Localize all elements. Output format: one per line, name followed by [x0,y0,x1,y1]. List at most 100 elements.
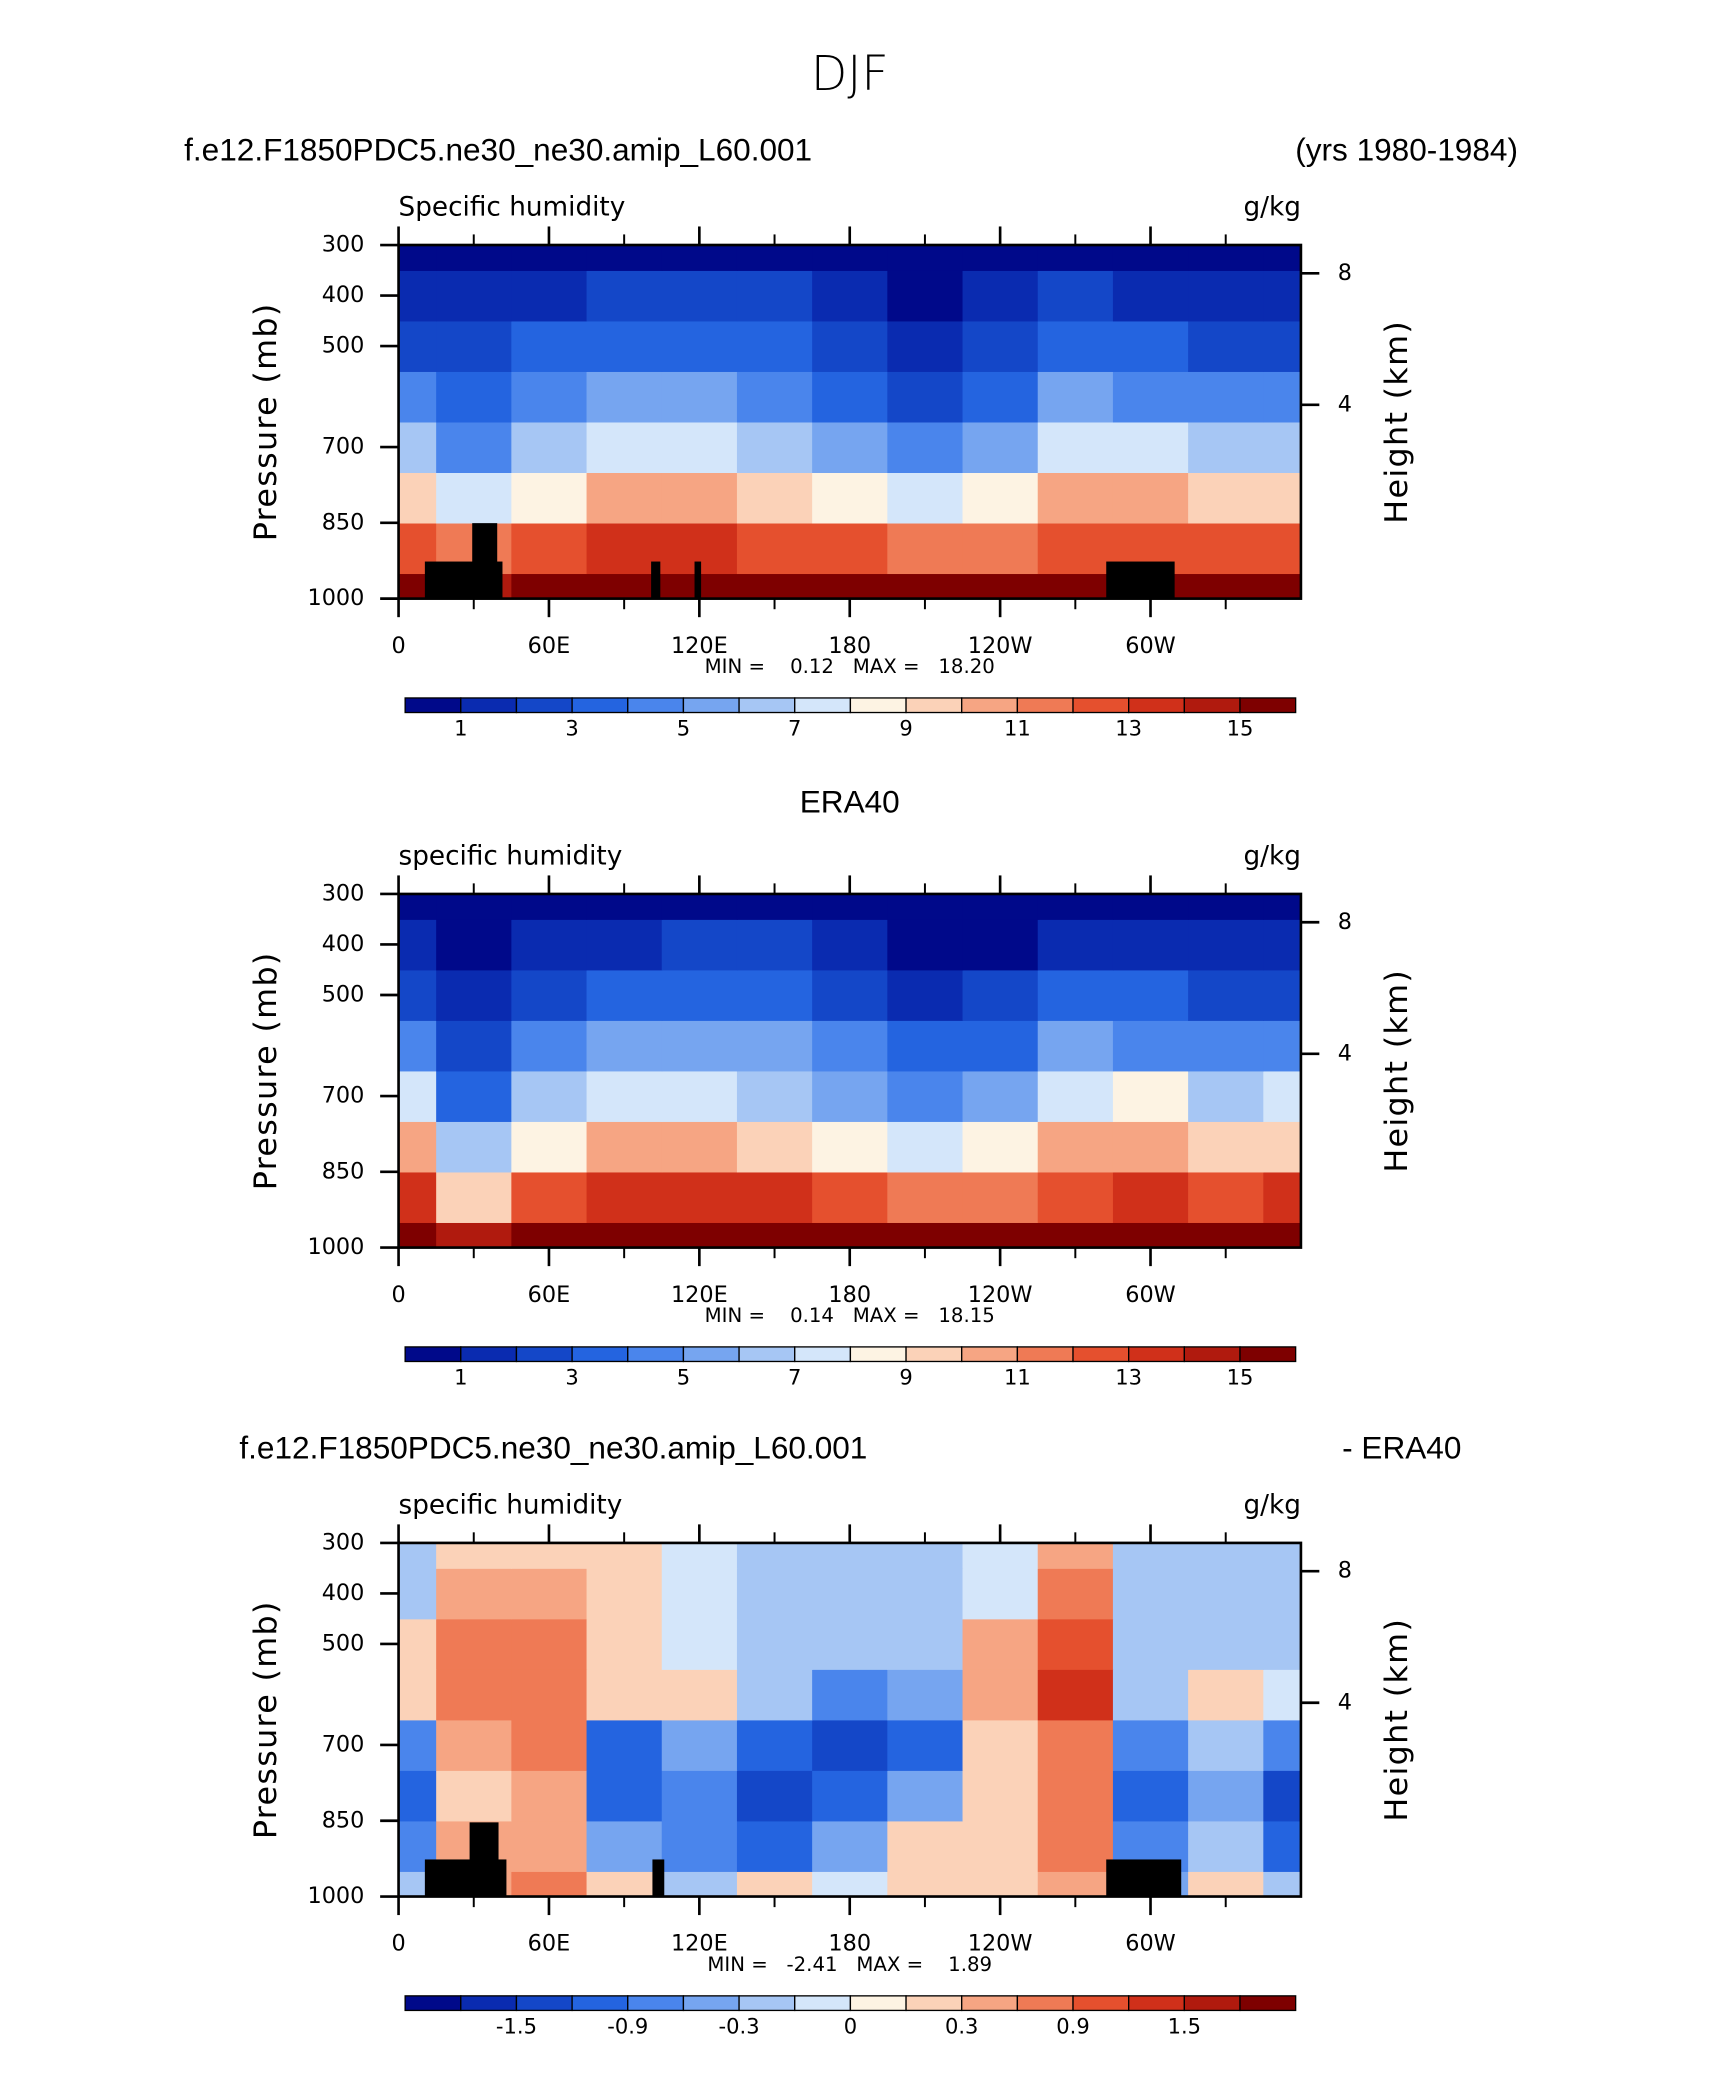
contour-cell [1037,1542,1114,1569]
contour-cell [586,1222,663,1249]
contour-cell [1112,1618,1189,1670]
colorbar-box [738,1346,796,1363]
terrain-mask [472,523,498,563]
contour-cell [1188,919,1264,971]
colorbar-label: 1 [454,1365,467,1390]
contour-cell [812,270,888,322]
y-tick-label: 300 [322,880,365,906]
contour-cell [586,1121,663,1173]
contour-cell [736,270,813,322]
contour-cell [436,320,513,372]
contour-cell [1037,1020,1114,1072]
colorbar-label: 3 [565,716,578,741]
contour-cell [398,1121,437,1173]
contour-cell [812,1618,888,1670]
contour-cell [962,1669,1039,1721]
contour-cell [1037,270,1114,322]
contour-cell [962,270,1039,322]
contour-cell [887,1871,964,1898]
contour-cell [1188,1618,1264,1670]
stats: MIN = 0.12 MAX = 18.20 [705,655,995,678]
contour-cell [511,320,588,372]
colorbar-box [738,1995,796,2012]
colorbar-label: 11 [1004,716,1031,741]
contour-cell [586,1020,663,1072]
contour-cell [1037,1121,1114,1173]
contour-cell [511,573,588,600]
contour-cell [812,573,888,600]
contour-cell [511,1568,588,1620]
contour-cell [812,1568,888,1620]
contour-cell [661,1669,738,1721]
contour-cell [661,1871,738,1898]
contour-cell [661,919,738,971]
terrain-mask [1106,561,1175,599]
y-tick-label: 400 [322,1580,365,1606]
contour-cell [962,1719,1039,1771]
colorbar-box [515,1346,573,1363]
contour-cell [962,245,1039,271]
contour-cell [511,1121,588,1173]
contour-cell [1188,421,1264,473]
contour-cell [586,270,663,322]
units: g/kg [1243,841,1300,871]
colorbar-label: 3 [565,1365,578,1390]
contour-cell [1112,1770,1189,1822]
terrain-mask [424,1859,507,1897]
contour-cell [511,1618,588,1670]
x-tick-label: 180 [828,633,871,659]
contour-cell [1112,1020,1189,1072]
y-tick-label: 300 [322,231,365,257]
contour-cell [661,1820,738,1872]
contour-cell [398,245,437,271]
stats: MIN = -2.41 MAX = 1.89 [707,1953,992,1976]
contour-cell [511,1770,588,1822]
contour-cell [1112,472,1189,524]
contour-cell [1263,1618,1302,1670]
contour-cell [1112,245,1189,271]
contour-cell [962,371,1039,423]
subtitle: specific humidity [399,1490,623,1520]
colorbar-box [1239,1346,1297,1363]
y-tick-label: 500 [322,1630,365,1656]
contour-cell [887,245,964,271]
colorbar-box [1239,697,1297,714]
contour-cell [812,320,888,372]
contour-cell [586,573,663,600]
contour-cell [661,1222,738,1249]
y-tick-label: 400 [322,931,365,957]
y2-tick-label: 4 [1338,1689,1352,1715]
contour-cell [398,320,437,372]
contour-cell [398,1568,437,1620]
contour-cell [962,421,1039,473]
contour-cell [511,1070,588,1122]
y-tick-label: 1000 [307,1883,364,1909]
contour-cell [962,472,1039,524]
contour-cell [736,1820,813,1872]
y-tick-label: 850 [322,509,365,535]
contour-cell [1188,573,1264,600]
contour-cell [1037,522,1114,575]
contour-cell [1263,320,1302,372]
contour-cell [661,1719,738,1771]
y-tick-label: 700 [322,1082,365,1108]
contour-cell [586,1070,663,1122]
contour-cell [812,1121,888,1173]
contour-cell [586,522,663,575]
contour-cell [586,1542,663,1569]
colorbar-label: 11 [1004,1365,1031,1390]
x-tick-label: 60W [1125,1931,1176,1957]
colorbar-label: -0.9 [607,2014,648,2039]
colorbar-box [571,1995,629,2012]
contour-cell [1188,1669,1264,1721]
contour-cell [1188,371,1264,423]
colorbar-box [1016,1995,1074,2012]
contour-cell [962,1770,1039,1822]
contour-cell [887,1719,964,1771]
contour-cell [398,1770,437,1822]
colorbar-label: 13 [1115,1365,1142,1390]
axes: f.e12.F1850PDC5.ne30_ne30.amip_L60.001 (y… [184,132,1518,2039]
contour-cell [398,1542,437,1569]
colorbar-box [1016,1346,1074,1363]
x-tick-label: 60W [1125,1282,1176,1308]
